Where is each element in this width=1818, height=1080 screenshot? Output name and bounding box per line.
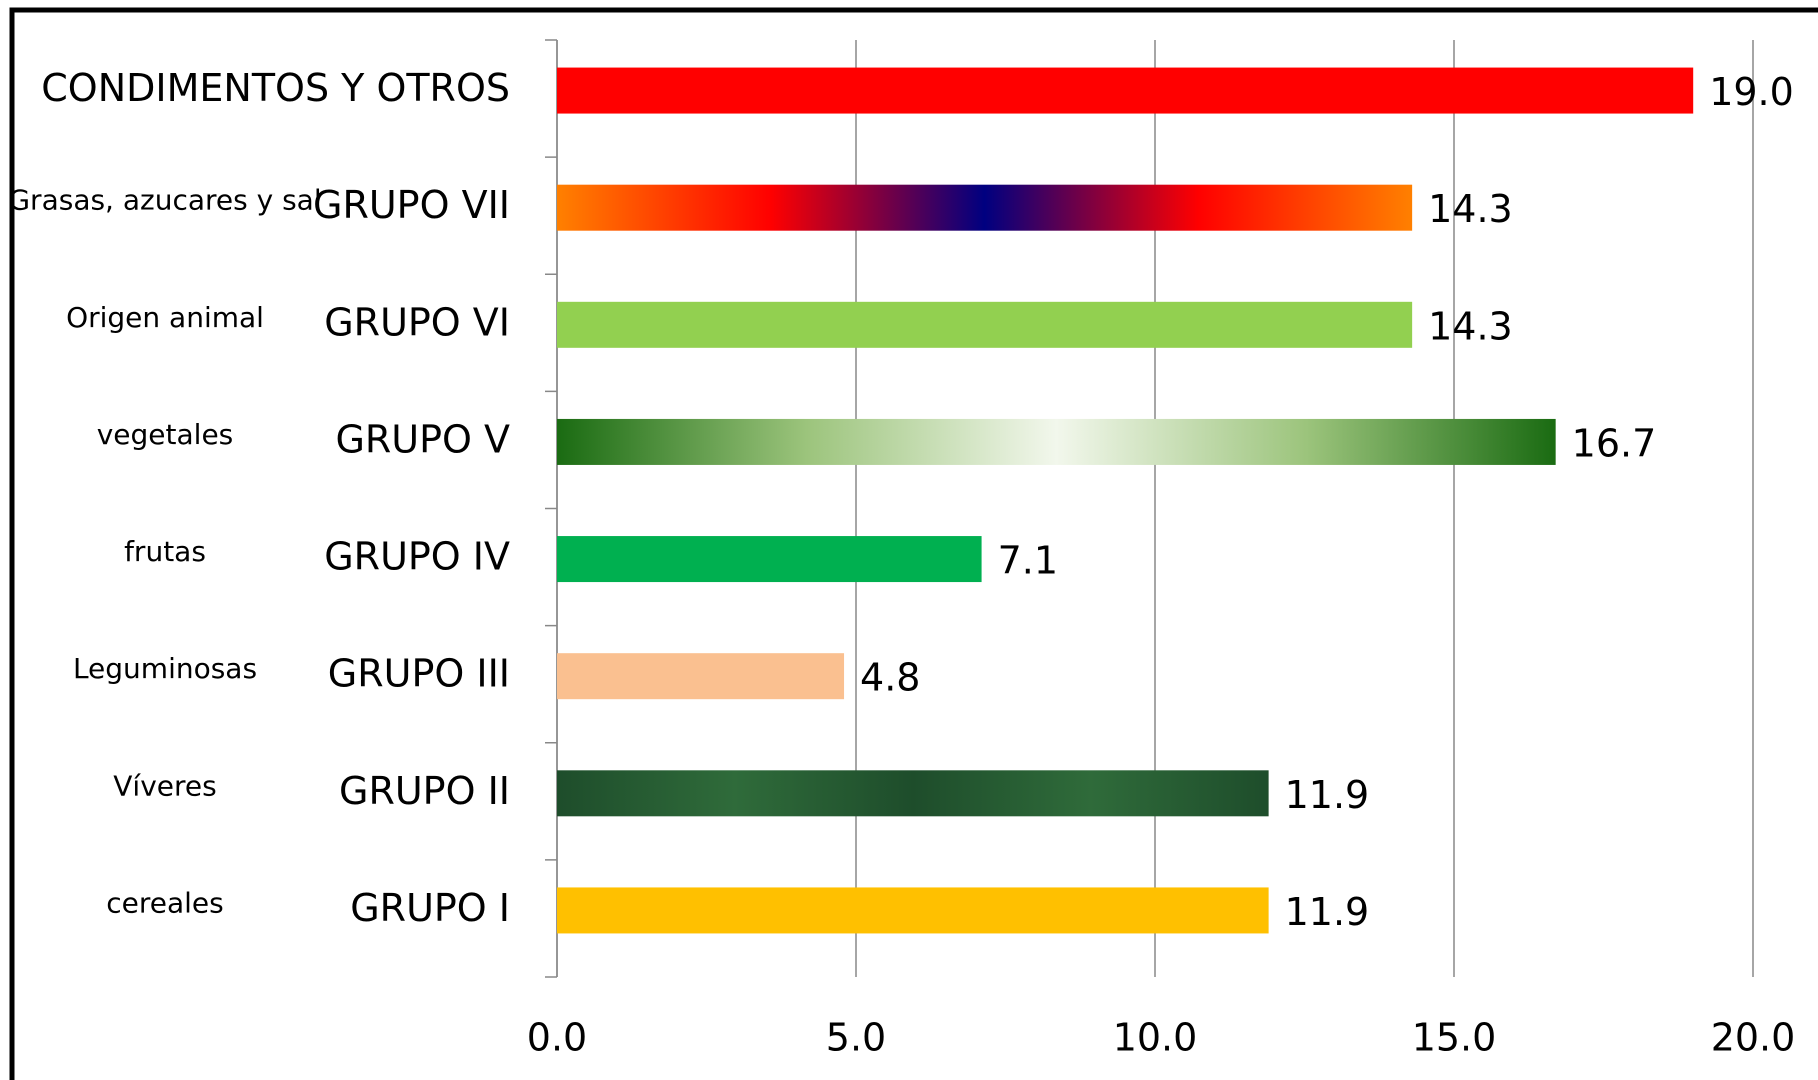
category-description: vegetales [97, 418, 234, 451]
value-label: 7.1 [998, 539, 1058, 583]
category-description: cereales [106, 886, 224, 919]
category-description: Grasas, azucares y sal [8, 184, 321, 217]
x-tick-label: 15.0 [1412, 1016, 1497, 1060]
category-description: Víveres [113, 769, 216, 802]
category-description: frutas [124, 535, 206, 568]
bar [557, 67, 1694, 114]
x-tick-label: 10.0 [1113, 1016, 1198, 1060]
value-label: 4.8 [860, 656, 920, 700]
bar [557, 770, 1269, 817]
bar [557, 536, 982, 583]
x-tick-label: 5.0 [826, 1016, 886, 1060]
category-label: GRUPO IV [324, 535, 510, 579]
category-label: GRUPO VII [313, 183, 510, 227]
bar [557, 887, 1269, 934]
value-label: 14.3 [1428, 304, 1513, 348]
category-description: Leguminosas [73, 652, 257, 685]
category-label: GRUPO II [339, 769, 510, 813]
category-description: Origen animal [66, 301, 264, 334]
value-label: 14.3 [1428, 187, 1513, 231]
value-label: 16.7 [1572, 421, 1657, 465]
bar [557, 301, 1413, 348]
x-tick-label: 0.0 [527, 1016, 587, 1060]
frame [9, 7, 1818, 1080]
value-label: 11.9 [1285, 773, 1370, 817]
bar [557, 418, 1556, 465]
value-label: 11.9 [1285, 890, 1370, 934]
x-tick-label: 20.0 [1711, 1016, 1796, 1060]
category-label: GRUPO III [328, 652, 510, 696]
category-label: GRUPO VI [324, 300, 510, 344]
category-label: CONDIMENTOS Y OTROS [41, 66, 510, 110]
bar [557, 184, 1413, 231]
category-label: GRUPO V [335, 417, 510, 461]
value-label: 19.0 [1709, 70, 1794, 114]
category-label: GRUPO I [350, 886, 510, 930]
bar [557, 653, 845, 700]
